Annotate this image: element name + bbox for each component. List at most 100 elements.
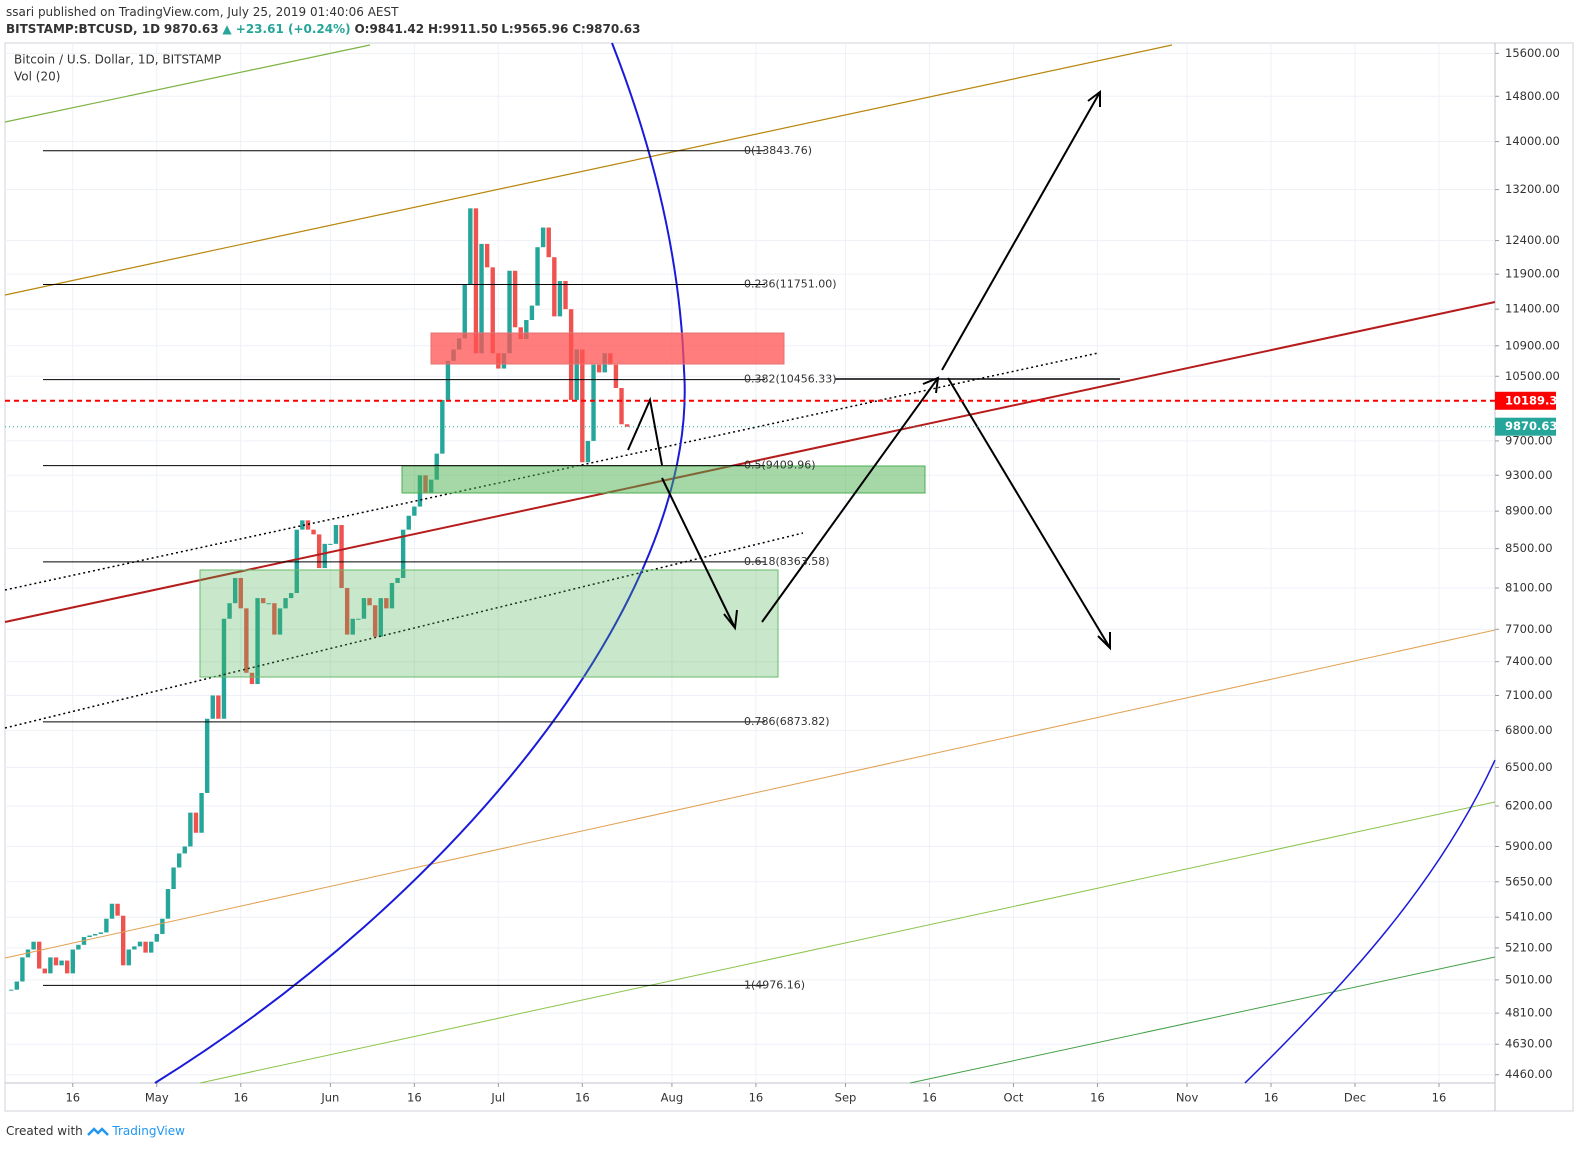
candle <box>585 440 591 463</box>
symbol: BITSTAMP:BTCUSD, 1D <box>6 22 161 36</box>
candle <box>322 543 327 569</box>
candle <box>277 608 283 635</box>
symbol-row: BITSTAMP:BTCUSD, 1D 9870.63 ▲ +23.61 (+0… <box>6 22 640 36</box>
ohlc-c-label: C: <box>572 22 586 36</box>
fib-label: 0.786(6873.82) <box>744 715 830 728</box>
candle <box>70 949 75 974</box>
candle <box>53 957 59 966</box>
y-tick-label: 6500.00 <box>1505 760 1553 774</box>
candle <box>372 605 378 637</box>
candle <box>479 243 484 354</box>
candle <box>59 960 64 966</box>
y-tick-label: 9700.00 <box>1505 433 1553 447</box>
candle <box>507 270 512 354</box>
candle <box>591 364 596 441</box>
legend: Bitcoin / U.S. Dollar, 1D, BITSTAMP <box>14 53 221 67</box>
candle <box>154 933 159 942</box>
candle <box>14 981 19 990</box>
y-tick-label: 5650.00 <box>1505 874 1553 888</box>
x-tick-label: 16 <box>1264 1091 1279 1105</box>
x-tick-label: Dec <box>1344 1091 1366 1105</box>
price-tag-label: 10189.33 <box>1505 393 1565 407</box>
candle <box>182 846 187 854</box>
footer: Created with TradingView <box>6 1124 185 1138</box>
arrow-head <box>723 609 738 631</box>
y-tick-label: 7400.00 <box>1505 654 1553 668</box>
trend-line <box>4 44 371 123</box>
candle <box>160 918 165 934</box>
drawings <box>4 42 1496 1084</box>
candle <box>148 941 154 953</box>
candle <box>512 270 518 328</box>
price-tag-label: 9870.63 <box>1505 419 1557 433</box>
ohlc-o: 9841.42 <box>369 22 425 36</box>
candle <box>406 515 411 530</box>
logo <box>86 1126 109 1136</box>
candle <box>624 424 630 427</box>
change: ▲ +23.61 (+0.24%) <box>222 22 351 36</box>
candle <box>204 718 210 793</box>
candle <box>484 243 490 268</box>
candle <box>316 534 322 569</box>
arrow-head <box>922 376 940 394</box>
candle <box>395 577 400 583</box>
publisher: ssari published on TradingView.com, July… <box>6 5 399 19</box>
arrow <box>941 91 1101 371</box>
y-tick-label: 15600.00 <box>1505 46 1560 60</box>
candle <box>98 932 103 934</box>
x-tick-label: May <box>145 1091 169 1105</box>
candle <box>193 812 199 833</box>
chart: 15600.00 14800.00 14000.00 13200.00 12400.00… <box>4 42 1574 1112</box>
candle <box>574 349 579 400</box>
ohlc-h-label: H: <box>427 22 443 36</box>
candle <box>563 281 568 310</box>
price-tag <box>1495 417 1556 436</box>
candle <box>255 598 260 685</box>
candle <box>344 587 350 635</box>
x-tick-label: 16 <box>922 1091 937 1105</box>
y-tick-label: 5210.00 <box>1505 940 1553 954</box>
y-tick-label: 11400.00 <box>1505 302 1560 316</box>
trend-line <box>199 801 1496 1084</box>
candle <box>288 593 294 599</box>
candle <box>400 529 406 578</box>
ohlc-c: 9870.63 <box>585 22 641 36</box>
candle <box>412 506 417 516</box>
arrow <box>761 377 939 623</box>
candle <box>31 941 36 950</box>
arrow-head <box>1097 632 1111 651</box>
candle <box>468 208 473 285</box>
y-tick-label: 13200.00 <box>1505 182 1560 196</box>
x-tick-label: 16 <box>749 1091 764 1105</box>
chart-frame <box>4 42 1574 1112</box>
y-tick-label: 4810.00 <box>1505 1006 1553 1020</box>
y-tick-label: 11900.00 <box>1505 267 1560 281</box>
path-arrow <box>627 396 663 466</box>
candle <box>333 524 339 544</box>
candle <box>199 792 204 833</box>
trend-line <box>909 956 1496 1084</box>
y-tick-label: 7100.00 <box>1505 688 1553 702</box>
candle <box>132 946 137 950</box>
footer-brand: TradingView <box>112 1124 185 1138</box>
candle <box>350 618 355 635</box>
candle <box>143 941 148 953</box>
dotted-line <box>4 352 1099 591</box>
ohlc-l-label: L: <box>501 22 514 36</box>
candle <box>378 598 383 637</box>
x-tick-label: 16 <box>65 1091 80 1105</box>
candle <box>328 543 333 545</box>
arc <box>154 42 686 1084</box>
x-tick-label: 16 <box>575 1091 590 1105</box>
y-tick-label: 5410.00 <box>1505 910 1553 924</box>
price-tag <box>1495 391 1556 410</box>
candle <box>20 957 25 982</box>
candle <box>115 903 120 916</box>
candle <box>272 603 277 635</box>
candle <box>529 305 535 320</box>
candle <box>76 944 81 950</box>
arrow <box>661 477 736 629</box>
arrows <box>627 90 1111 651</box>
candle <box>188 812 193 847</box>
last-price: 9870.63 <box>163 22 219 36</box>
